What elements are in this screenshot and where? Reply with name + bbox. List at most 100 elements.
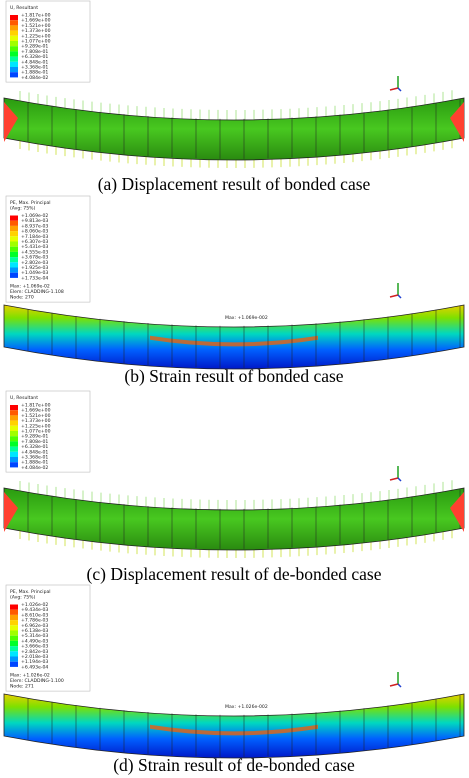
legend-value: +6.307e-03 (21, 239, 48, 245)
legend-value: +1.194e-03 (21, 659, 48, 665)
legend-value: +6.328e-01 (21, 54, 48, 60)
legend-swatch (10, 620, 18, 625)
legend-value: +1.373e+00 (21, 28, 51, 34)
legend-title: PE, Max. Principal (10, 589, 51, 595)
max-label: Max: +1.026e-002 (225, 704, 268, 710)
axis-z (398, 478, 401, 481)
legend-title: U, Resultant (10, 395, 38, 401)
legend-swatch (10, 452, 18, 457)
legend-value: +4.084e-02 (21, 465, 48, 471)
legend-swatch (10, 441, 18, 446)
axis-z (398, 88, 401, 91)
caption: (b) Strain result of bonded case (124, 366, 343, 386)
legend-swatch (10, 436, 18, 441)
legend-value: +1.817e+00 (21, 13, 51, 19)
legend-value: +1.077e+00 (21, 39, 51, 45)
legend-swatch (10, 462, 18, 467)
legend-title: (Avg: 75%) (10, 595, 36, 601)
legend-swatch (10, 247, 18, 252)
legend-footer: Max: +1.026e-02 (10, 673, 50, 679)
legend-value: +1.069e-02 (21, 213, 48, 219)
legend-footer: Elem: CLADDING-1.108 (10, 289, 64, 295)
axis-x (390, 88, 398, 90)
legend-footer: Elem: CLADDING-1.100 (10, 678, 64, 684)
legend-value: +9.289e-01 (21, 44, 48, 50)
beam (4, 694, 464, 758)
legend-swatch (10, 662, 18, 667)
legend-value: +9.289e-01 (21, 434, 48, 440)
caption: (a) Displacement result of bonded case (98, 174, 371, 194)
legend-value: +3.368e-01 (21, 455, 48, 461)
legend-swatch (10, 426, 18, 431)
legend-title: U, Resultant (10, 5, 38, 11)
legend-value: +5.431e-03 (21, 244, 48, 250)
legend-value: +6.138e-03 (21, 628, 48, 634)
beam (4, 98, 464, 160)
legend-value: +8.610e-03 (21, 612, 48, 618)
panel: U, Resultant +1.817e+00+1.669e+00+1.521e+… (4, 391, 464, 584)
legend-footer: Node: 271 (10, 684, 34, 690)
legend-swatch (10, 651, 18, 656)
legend-value: +4.555e-03 (21, 249, 48, 255)
legend-value: +9.434e-03 (21, 607, 48, 613)
legend-swatch (10, 252, 18, 257)
axis-z (398, 684, 401, 687)
legend-swatch (10, 410, 18, 415)
legend-value: +3.666e-03 (21, 644, 48, 650)
legend-swatch (10, 221, 18, 226)
legend-swatch (10, 15, 18, 20)
legend-value: +1.049e-03 (21, 270, 48, 276)
axis-x (390, 684, 398, 686)
legend-swatch (10, 216, 18, 221)
legend-value: +1.669e+00 (21, 408, 51, 414)
legend-value: +6.493e-04 (21, 664, 48, 670)
legend-value: +8.937e-03 (21, 223, 48, 229)
legend-value: +7.808e-01 (21, 49, 48, 55)
legend-footer: Node: 270 (10, 295, 34, 301)
legend-value: +1.733e-04 (21, 275, 48, 281)
legend-swatch (10, 421, 18, 426)
legend-swatch (10, 226, 18, 231)
legend-swatch (10, 36, 18, 41)
legend-value: +1.077e+00 (21, 429, 51, 435)
legend-swatch (10, 431, 18, 436)
legend-value: +1.817e+00 (21, 403, 51, 409)
legend-value: +5.314e-03 (21, 633, 48, 639)
panel: PE, Max. Principal(Avg: 75%)+1.069e-02+9… (4, 196, 464, 386)
legend-value: +1.521e+00 (21, 23, 51, 29)
legend-value: +4.490e-03 (21, 638, 48, 644)
legend-swatch (10, 236, 18, 241)
caption: (d) Strain result of de-bonded case (113, 755, 355, 775)
legend-value: +1.521e+00 (21, 413, 51, 419)
legend-swatch (10, 646, 18, 651)
legend-value: +8.060e-03 (21, 229, 48, 235)
legend-swatch (10, 62, 18, 67)
legend-value: +6.962e-03 (21, 623, 48, 629)
legend-value: +1.669e+00 (21, 18, 51, 24)
legend-value: +6.328e-01 (21, 444, 48, 450)
legend-value: +1.888e-01 (21, 70, 48, 76)
legend-swatch (10, 273, 18, 278)
legend-swatch (10, 242, 18, 247)
legend-swatch (10, 625, 18, 630)
legend-swatch (10, 51, 18, 56)
legend-swatch (10, 20, 18, 25)
axis-x (390, 295, 398, 297)
axis-z (398, 295, 401, 298)
legend-swatch (10, 641, 18, 646)
legend-value: +3.368e-01 (21, 65, 48, 71)
panel: U, Resultant +1.817e+00+1.669e+00+1.521e+… (4, 1, 464, 194)
legend-value: +7.786e-03 (21, 618, 48, 624)
legend-swatch (10, 67, 18, 72)
legend-swatch (10, 457, 18, 462)
legend-value: +1.026e-02 (21, 602, 48, 608)
legend-value: +1.888e-01 (21, 460, 48, 466)
legend-swatch (10, 657, 18, 662)
legend-value: +4.848e-01 (21, 449, 48, 455)
page: {"panels": [ {"caption": "(a) Displaceme… (0, 0, 469, 778)
legend-swatch (10, 447, 18, 452)
legend-value: +2.842e-03 (21, 649, 48, 655)
max-label: Max: +1.069e-002 (225, 315, 268, 321)
figure: U, Resultant+1.817e+00+1.669e+00+1.521e+… (0, 0, 469, 778)
legend-value: +1.925e-03 (21, 265, 48, 271)
